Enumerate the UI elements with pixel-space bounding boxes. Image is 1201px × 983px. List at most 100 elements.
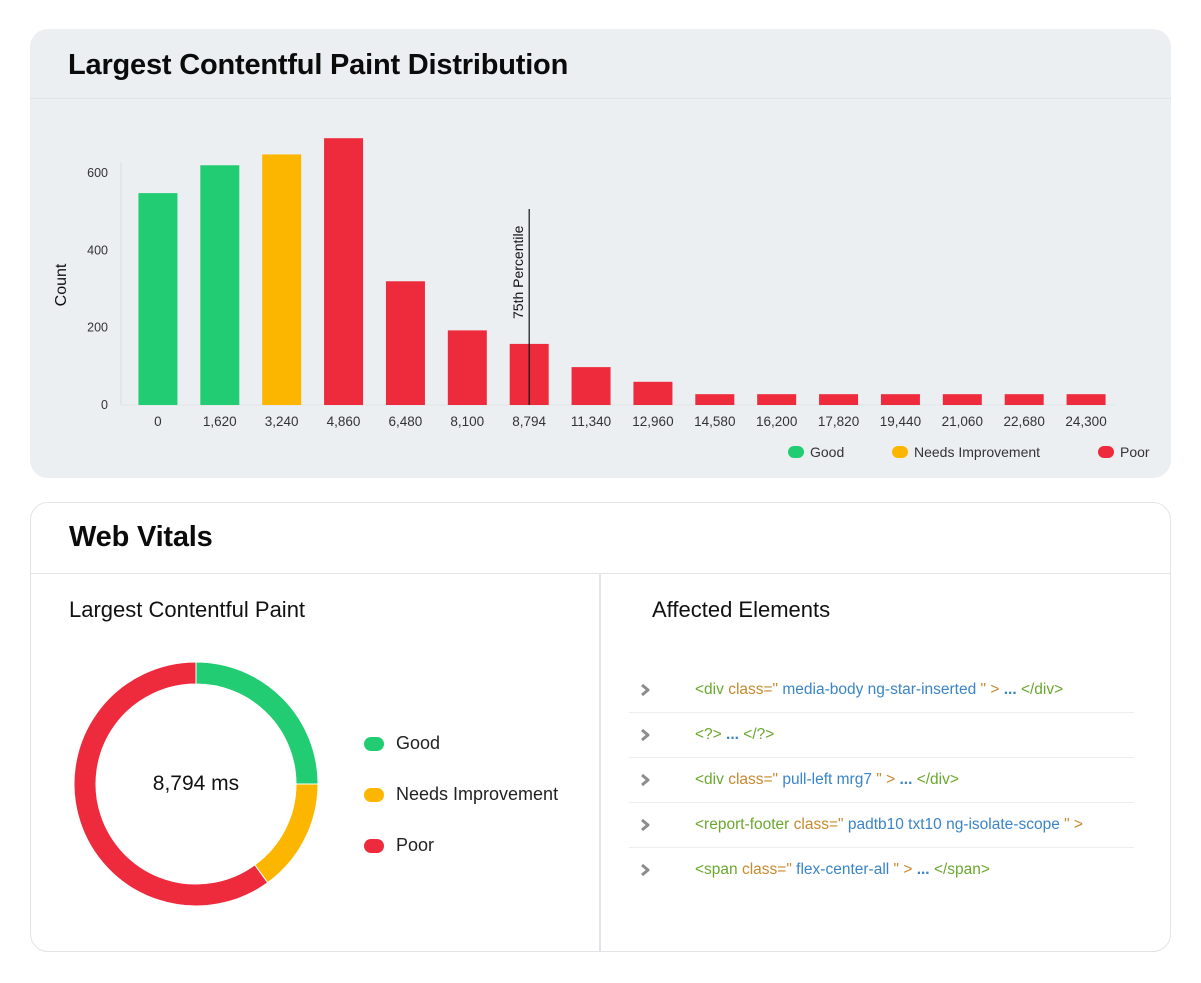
markup-open: <?> xyxy=(695,726,722,743)
panel-divider xyxy=(599,574,601,951)
y-tick-label: 400 xyxy=(87,243,108,257)
markup-value: padtb10 txt10 ng-isolate-scope xyxy=(847,816,1065,833)
legend-label: Needs Improvement xyxy=(396,784,559,804)
bar[interactable] xyxy=(1004,394,1044,405)
x-tick-label: 16,200 xyxy=(756,414,797,429)
web-vitals-header: Web Vitals xyxy=(31,503,1170,574)
legend-swatch xyxy=(364,787,384,802)
element-markup: <span class=" flex-center-all " > ... </… xyxy=(695,861,990,879)
legend-swatch xyxy=(364,736,384,751)
markup-open: <report-footer xyxy=(695,816,794,833)
legend-label: Good xyxy=(396,733,441,753)
x-tick-label: 17,820 xyxy=(818,414,859,429)
markup-end: </?> xyxy=(743,726,775,743)
markup-value: media-body ng-star-inserted xyxy=(782,681,981,698)
y-tick-label: 600 xyxy=(87,166,108,180)
distribution-chart: 0 200 400 600 Count 0 1,620 3,240 4,860 6,480 8,10… xyxy=(53,138,1150,460)
x-tick-label: 6,480 xyxy=(389,414,423,429)
x-tick-label: 19,440 xyxy=(880,414,921,429)
affected-elements-list: <div class=" media-body ng-star-inserted… xyxy=(629,668,1134,892)
markup-open: class=" xyxy=(741,861,797,878)
x-tick-label: 0 xyxy=(154,414,162,429)
bar[interactable] xyxy=(324,138,364,405)
bar[interactable] xyxy=(942,394,982,405)
markup-open: <span xyxy=(695,861,742,878)
bar[interactable] xyxy=(447,330,487,405)
web-vitals-title: Web Vitals xyxy=(69,521,213,553)
element-markup: <div class=" media-body ng-star-inserted… xyxy=(695,681,1063,699)
chevron-right-icon[interactable] xyxy=(629,863,695,877)
chevron-right-icon[interactable] xyxy=(629,773,695,787)
markup-dots: ... xyxy=(999,681,1021,698)
legend-label: Poor xyxy=(396,835,435,855)
legend-swatch xyxy=(1098,446,1114,458)
legend-label[interactable]: Poor xyxy=(1120,444,1150,460)
lcp-title: Largest Contentful Paint xyxy=(69,597,306,622)
lcp-donut-chart xyxy=(73,661,319,907)
y-tick-label: 200 xyxy=(87,321,108,335)
legend-swatch xyxy=(788,446,804,458)
affected-element-row[interactable]: <report-footer class=" padtb10 txt10 ng-… xyxy=(629,803,1134,848)
lcp-distribution-card: Largest Contentful Paint Distribution 0 2… xyxy=(30,29,1171,478)
x-tick-label: 8,100 xyxy=(450,414,484,429)
legend-item[interactable]: Poor xyxy=(364,820,558,871)
bar[interactable] xyxy=(1066,394,1106,405)
markup-end: </div> xyxy=(1020,681,1064,698)
y-axis-label: Count xyxy=(53,263,70,306)
markup-close_attr: " > xyxy=(876,771,896,788)
markup-close_attr: " > xyxy=(893,861,913,878)
legend-label[interactable]: Needs Improvement xyxy=(914,444,1040,460)
bar[interactable] xyxy=(819,394,859,405)
legend-item[interactable]: Good xyxy=(364,718,558,769)
x-tick-label: 24,300 xyxy=(1065,414,1106,429)
bar[interactable] xyxy=(695,394,735,405)
affected-element-row[interactable]: <div class=" media-body ng-star-inserted… xyxy=(629,668,1134,713)
markup-open: <div xyxy=(695,771,729,788)
distribution-header xyxy=(30,29,1171,99)
legend-label[interactable]: Good xyxy=(810,444,844,460)
donut-slice[interactable] xyxy=(73,661,269,907)
bar[interactable] xyxy=(385,281,425,405)
markup-close_attr: " > xyxy=(980,681,1000,698)
x-tick-label: 8,794 xyxy=(512,414,546,429)
lcp-center-value: 8,794 ms xyxy=(152,772,240,795)
markup-open: class=" xyxy=(793,816,848,833)
legend-swatch xyxy=(364,838,384,853)
bar[interactable] xyxy=(880,394,920,405)
x-tick-label: 11,340 xyxy=(571,414,611,429)
legend-swatch xyxy=(892,446,908,458)
y-tick-label: 0 xyxy=(101,398,108,412)
markup-dots: ... xyxy=(895,771,917,788)
bar[interactable] xyxy=(757,394,797,405)
markup-open: class=" xyxy=(728,681,783,698)
legend-item[interactable]: Needs Improvement xyxy=(364,769,558,820)
distribution-title: Largest Contentful Paint Distribution xyxy=(68,49,569,81)
x-tick-label: 12,960 xyxy=(632,414,673,429)
bar[interactable] xyxy=(571,367,611,405)
chevron-right-icon[interactable] xyxy=(629,818,695,832)
markup-open: class=" xyxy=(728,771,783,788)
element-markup: <?> ... </?> xyxy=(695,726,774,744)
markup-end: </div> xyxy=(916,771,959,788)
affected-element-row[interactable]: <?> ... </?> xyxy=(629,713,1134,758)
affected-element-row[interactable]: <span class=" flex-center-all " > ... </… xyxy=(629,848,1134,892)
markup-close_attr: " > xyxy=(1064,816,1083,833)
bar[interactable] xyxy=(262,154,302,405)
affected-elements-title: Affected Elements xyxy=(652,597,831,622)
markup-value: flex-center-all xyxy=(796,861,894,878)
chevron-right-icon[interactable] xyxy=(629,683,695,697)
element-markup: <div class=" pull-left mrg7 " > ... </di… xyxy=(695,771,959,789)
web-vitals-card: Web Vitals Largest Contentful Paint 8,79… xyxy=(30,502,1171,952)
x-tick-label: 14,580 xyxy=(694,414,735,429)
bar[interactable] xyxy=(138,193,178,405)
x-tick-label: 21,060 xyxy=(942,414,983,429)
chevron-right-icon[interactable] xyxy=(629,728,695,742)
x-tick-label: 22,680 xyxy=(1004,414,1045,429)
percentile-marker-label: 75th Percentile xyxy=(510,225,526,319)
bar[interactable] xyxy=(633,381,673,405)
x-tick-label: 1,620 xyxy=(203,414,237,429)
bar[interactable] xyxy=(200,165,240,405)
x-tick-label: 3,240 xyxy=(265,414,299,429)
affected-element-row[interactable]: <div class=" pull-left mrg7 " > ... </di… xyxy=(629,758,1134,803)
markup-value: pull-left mrg7 xyxy=(782,771,877,788)
